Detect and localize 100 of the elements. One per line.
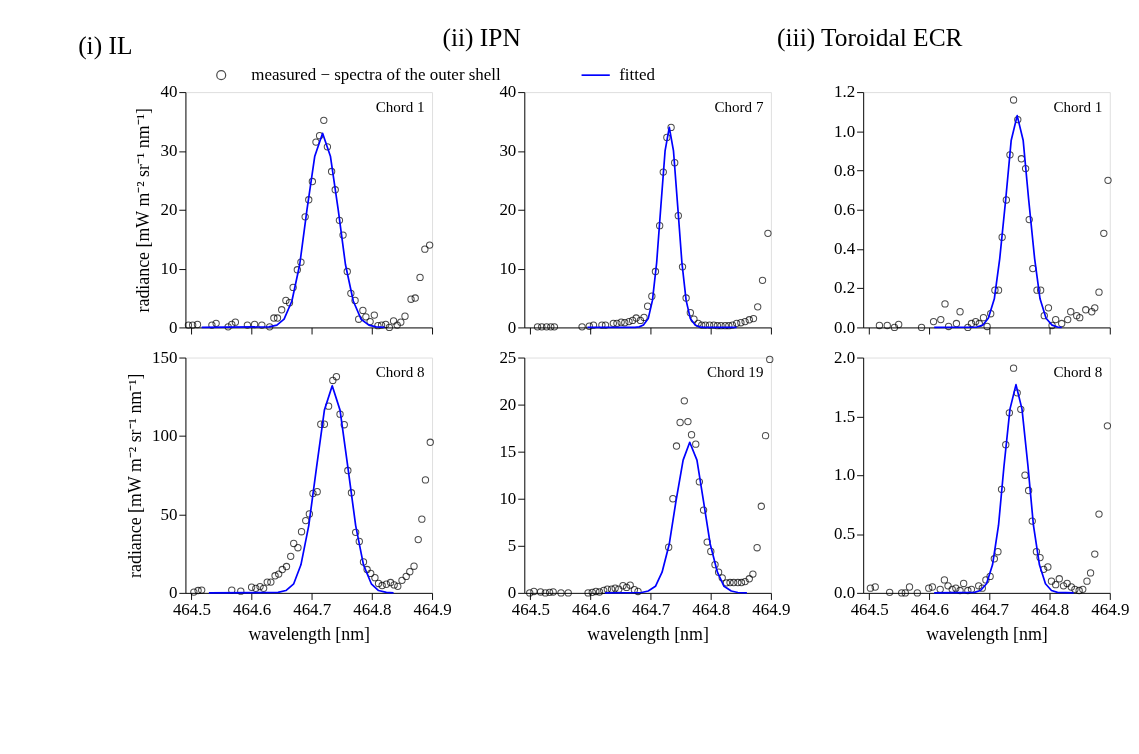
point (699, 506, 708, 514)
point (336, 410, 344, 418)
point (355, 537, 363, 546)
point (538, 323, 546, 331)
point (1079, 585, 1087, 594)
point (290, 539, 298, 548)
point (270, 314, 278, 322)
y-tick-label: 20 (160, 199, 178, 219)
point (208, 321, 216, 329)
annotation: Chord 19 (706, 364, 764, 381)
point (1055, 575, 1063, 583)
point (609, 319, 618, 327)
point (382, 580, 391, 588)
point (317, 420, 325, 428)
point (1063, 579, 1071, 588)
point (997, 485, 1006, 494)
point (929, 317, 938, 326)
y-tick-label: 30 (160, 141, 178, 161)
y-tick-label: 1.0 (834, 121, 856, 141)
point (362, 313, 370, 321)
point (676, 418, 684, 427)
point (659, 168, 667, 176)
point (297, 528, 306, 536)
point (595, 588, 604, 596)
point (690, 315, 698, 323)
x-axis-title: wavelength [nm] (926, 624, 1048, 645)
point (188, 321, 197, 329)
point (975, 582, 983, 590)
x-tick-label: 464.8 (1031, 600, 1070, 620)
point (737, 319, 745, 327)
point (956, 308, 964, 316)
point (983, 322, 991, 331)
x-tick-label: 464.6 (571, 600, 611, 620)
point (640, 313, 648, 322)
x-tick-label: 464.5 (850, 600, 889, 620)
point (964, 586, 972, 595)
point (1095, 510, 1103, 518)
point (944, 322, 953, 331)
point (390, 581, 398, 589)
point (979, 313, 988, 322)
point (986, 572, 994, 581)
point (883, 321, 891, 330)
line-series (933, 383, 1075, 594)
point (632, 314, 640, 322)
y-tick-label: 10 (499, 258, 517, 278)
point (411, 294, 419, 302)
point (564, 589, 572, 597)
point (289, 283, 297, 292)
y-tick-label: 0 (507, 317, 517, 337)
y-tick-label: 10 (160, 258, 178, 278)
point (549, 588, 557, 596)
point (542, 323, 551, 331)
point (282, 562, 291, 571)
y-tick-label: 0.4 (834, 239, 856, 259)
x-axis-title: wavelength [nm] (587, 624, 709, 645)
point (394, 582, 402, 590)
y-tick-label: 0 (507, 583, 517, 603)
point (621, 319, 629, 327)
point (745, 575, 753, 583)
point (625, 317, 633, 326)
point (1047, 577, 1056, 585)
point (1103, 422, 1112, 430)
point (377, 321, 386, 329)
y-tick-label: 0 (168, 583, 178, 603)
point (247, 583, 256, 591)
point (694, 319, 702, 327)
point (305, 510, 314, 518)
point (258, 321, 266, 329)
point (347, 489, 356, 497)
point (615, 585, 623, 593)
point (547, 323, 555, 331)
point (1021, 164, 1030, 173)
point (416, 273, 424, 282)
point (526, 589, 534, 597)
point (695, 478, 704, 486)
point (890, 323, 899, 332)
point (1058, 319, 1066, 328)
point (297, 258, 305, 266)
point (757, 502, 765, 510)
point (327, 167, 336, 176)
point (1009, 364, 1018, 372)
point (1052, 315, 1060, 324)
point (728, 321, 737, 329)
chart-title: (ii) IPN (442, 22, 521, 52)
point (1083, 577, 1091, 585)
point (1033, 286, 1041, 294)
point (1086, 569, 1095, 577)
point (259, 584, 268, 593)
point (741, 577, 749, 586)
point (329, 376, 337, 385)
x-tick-label: 464.9 (752, 600, 791, 620)
point (278, 565, 286, 574)
point (1067, 308, 1075, 316)
point (648, 292, 656, 300)
point (732, 319, 741, 327)
point (402, 572, 410, 581)
point (1032, 548, 1041, 556)
point (917, 323, 926, 332)
point (224, 323, 232, 331)
point (193, 320, 202, 329)
